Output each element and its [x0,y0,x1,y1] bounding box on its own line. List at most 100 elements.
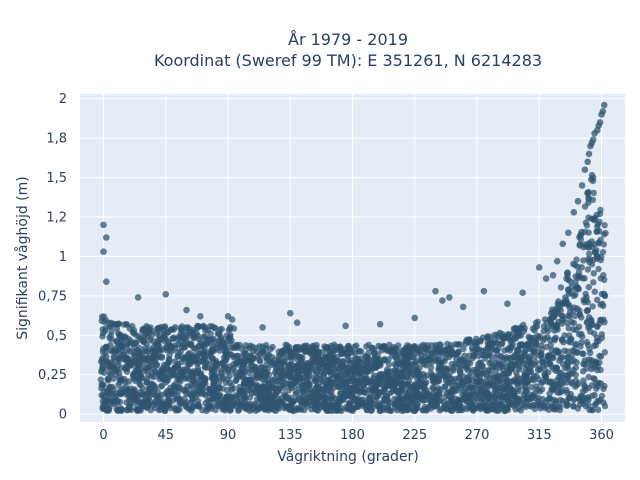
x-axis-label: Vågriktning (grader) [277,448,419,465]
data-point [585,214,592,221]
data-point [585,396,592,403]
data-point [120,351,128,358]
data-point [528,335,535,342]
data-point [589,303,596,310]
data-point [288,349,295,357]
data-point [564,269,571,276]
data-point [352,386,360,394]
data-point [368,344,376,352]
data-point [293,367,300,374]
data-point [554,383,562,391]
data-point [542,275,550,282]
data-point [436,397,443,404]
data-point [340,396,347,404]
data-point [585,373,592,381]
data-point [546,379,554,387]
data-point [448,360,456,368]
data-point [484,346,491,353]
data-point [580,377,587,384]
data-point [246,381,253,388]
data-point [538,380,545,387]
data-point [595,406,602,413]
data-point [303,360,310,367]
data-point [130,351,137,359]
data-point [320,370,328,377]
data-point [194,356,202,363]
data-point [180,335,188,343]
x-tick-label: 315 [527,428,552,443]
data-point [232,369,239,376]
data-point [250,402,257,409]
data-point [435,389,443,396]
data-point [130,373,137,381]
data-point [511,334,518,341]
data-point [519,289,526,296]
data-point [286,381,294,388]
data-point [279,382,286,389]
x-tick-label: 90 [220,428,237,443]
data-point [505,401,512,408]
data-point [286,309,294,317]
data-point [263,405,270,413]
data-point [601,349,608,356]
data-points [97,101,609,415]
data-point [565,287,572,294]
data-point [503,382,510,389]
data-point [223,332,230,339]
data-point [591,330,598,337]
data-point [423,372,430,379]
data-point [102,398,110,405]
data-point [110,353,117,360]
data-point [551,335,558,343]
data-point [344,378,351,386]
data-point [142,344,149,352]
data-point [541,316,549,323]
data-point [556,406,564,414]
data-point [108,336,115,343]
data-point [475,352,482,360]
data-point [142,330,149,338]
data-point [181,375,189,382]
data-point [204,337,211,344]
data-point [386,399,393,406]
data-point [112,390,119,398]
y-axis-label: Signifikant våghöjd (m) [14,176,31,339]
data-point [553,364,561,372]
data-point [503,394,511,402]
data-point [342,322,349,330]
data-point [436,371,443,379]
data-point [331,366,338,373]
data-point [102,278,110,285]
data-point [520,391,527,399]
data-point [530,372,538,379]
data-point [280,359,287,367]
data-point [218,360,225,367]
data-point [582,219,590,226]
data-point [327,362,334,369]
data-point [180,344,188,351]
data-point [509,377,516,385]
data-point [152,392,159,400]
data-point [523,386,531,393]
data-point [585,243,593,250]
data-point [571,312,579,320]
data-point [344,373,352,381]
data-point [594,296,601,303]
data-point [404,383,411,390]
data-point [570,326,577,333]
data-point [470,366,477,374]
data-point [285,387,292,394]
data-point [438,359,445,366]
data-point [212,406,219,414]
data-point [114,367,121,375]
data-point [405,378,413,385]
data-point [170,334,177,341]
data-point [233,394,240,401]
data-point [216,347,223,354]
data-point [586,250,593,257]
data-point [167,404,174,412]
data-point [110,375,117,382]
data-point [149,328,156,335]
data-point [584,189,591,196]
data-point [496,329,503,336]
